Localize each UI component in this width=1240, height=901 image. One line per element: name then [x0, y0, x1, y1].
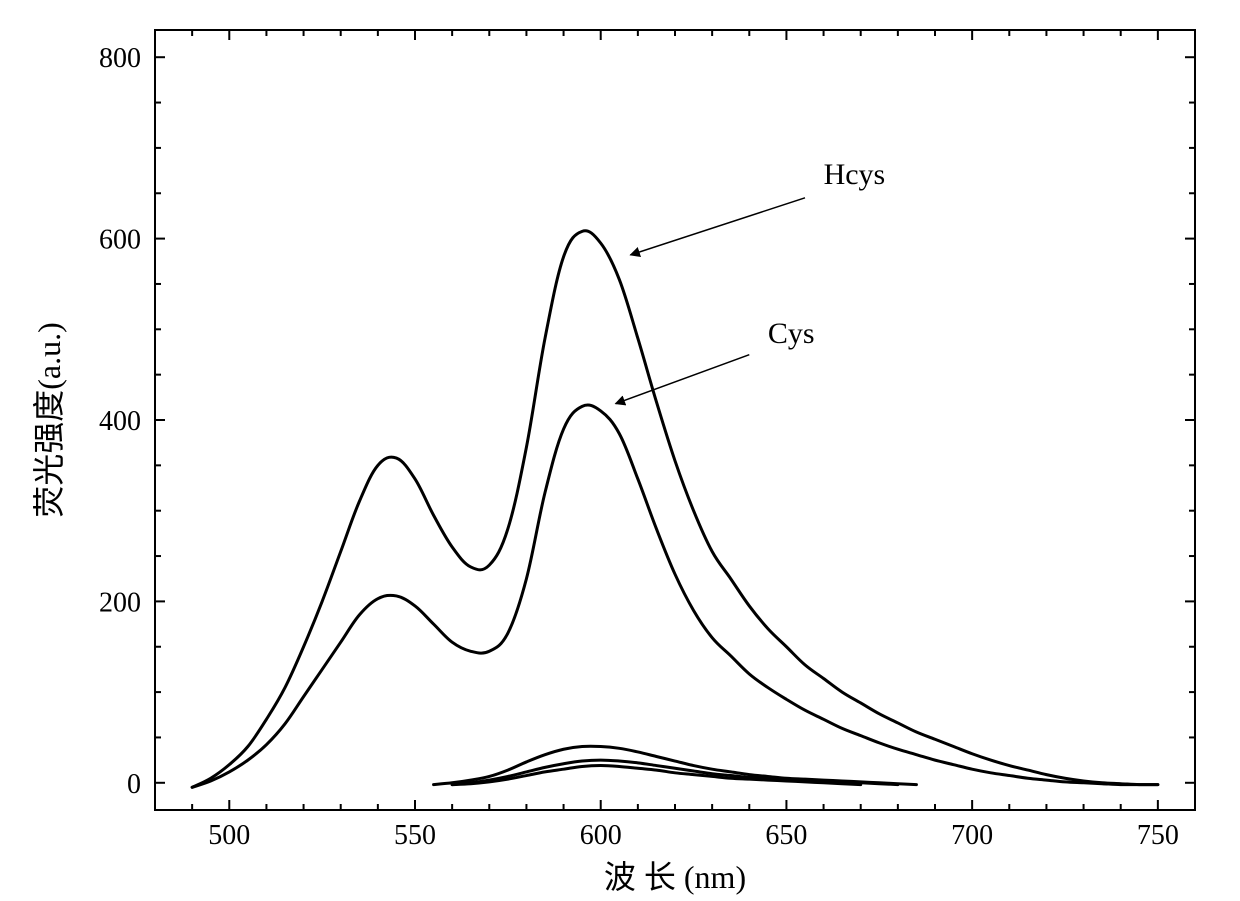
y-tick-label: 200 — [99, 587, 141, 618]
fluorescence-chart: 500 550 600 650 700 750 0 200 400 600 800 波 长 (nm) 荧… — [0, 0, 1240, 901]
y-tick-label: 800 — [99, 43, 141, 74]
cys-label-arrow — [616, 355, 750, 404]
x-axis-title: 波 长 (nm) — [604, 859, 746, 895]
hcys-label-arrow — [630, 198, 805, 255]
y-tick-label: 400 — [99, 406, 141, 437]
x-tick-label: 750 — [1137, 820, 1179, 851]
x-tick-label: 500 — [208, 820, 250, 851]
x-tick-label: 650 — [765, 820, 807, 851]
x-tick-label: 600 — [580, 820, 622, 851]
hcys-label: Hcys — [824, 158, 886, 191]
cys-label: Cys — [768, 317, 815, 350]
x-tick-label: 550 — [394, 820, 436, 851]
y-tick-label: 0 — [127, 769, 141, 800]
y-tick-label: 600 — [99, 225, 141, 256]
curve-hcys — [192, 231, 1158, 788]
y-axis-title: 荧光强度(a.u.) — [31, 322, 67, 518]
chart-svg: 500 550 600 650 700 750 0 200 400 600 800 波 长 (nm) 荧… — [0, 0, 1240, 901]
x-tick-label: 700 — [951, 820, 993, 851]
